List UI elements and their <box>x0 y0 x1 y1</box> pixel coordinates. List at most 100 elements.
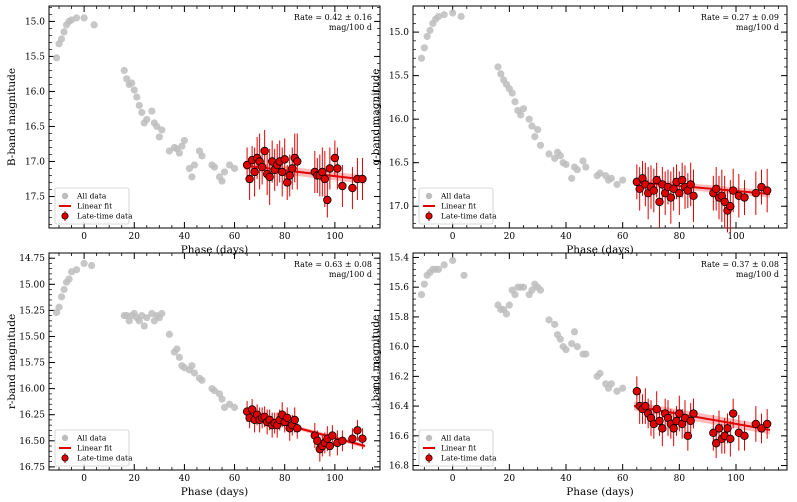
legend-late-label: Late-time data <box>441 454 497 463</box>
late-time-point <box>278 167 287 177</box>
all-data-point <box>568 340 576 348</box>
late-time-point <box>669 184 678 194</box>
all-data-point <box>190 161 199 169</box>
all-data-point <box>218 395 226 403</box>
late-time-point <box>669 424 678 433</box>
x-tick-label: 60 <box>617 232 629 242</box>
y-tick-label: 17.0 <box>25 157 45 167</box>
all-data-point <box>582 350 590 358</box>
x-tick-label: 80 <box>674 232 686 242</box>
all-data-point <box>613 387 621 395</box>
late-time-point <box>658 424 667 433</box>
rate-unit-annotation: mag/100 d <box>736 23 779 32</box>
late-time-point <box>283 413 292 423</box>
x-axis-label: Phase (days) <box>566 486 634 498</box>
y-axis-label: g-band magnitude <box>370 68 382 165</box>
all-data-point <box>60 285 68 294</box>
all-data-point <box>185 164 194 173</box>
all-data-point <box>60 28 68 36</box>
all-data-point <box>155 133 163 141</box>
all-data-point <box>130 86 138 94</box>
y-axis-label: B-band magnitude <box>6 68 18 166</box>
all-data-point <box>198 376 206 384</box>
late-time-point <box>635 184 644 194</box>
late-time-point <box>358 174 367 184</box>
y-tick-label: 16.75 <box>19 463 45 473</box>
panel-2: 0 20 40 60 80 100 15.0 15.5 16.0 16.5 17.0 Phase (d… <box>370 5 788 256</box>
legend-fit-label: Linear fit <box>77 444 112 453</box>
legend-all-data-marker <box>61 434 69 442</box>
panel-4: 0 20 40 60 80 100 15.4 15.6 15.8 16.0 16.2 16.4 16.6… <box>370 252 788 498</box>
x-tick-label: 100 <box>326 474 343 484</box>
late-time-point <box>265 172 274 182</box>
all-data-point <box>220 168 229 176</box>
all-data-point <box>457 12 465 21</box>
late-time-point <box>247 405 257 414</box>
all-data-point <box>190 369 199 377</box>
all-data-point <box>148 107 156 115</box>
all-data-point <box>175 353 183 361</box>
all-data-point <box>502 310 511 318</box>
all-data-point <box>65 275 73 283</box>
all-data-point <box>556 335 564 343</box>
all-data-point <box>140 322 148 330</box>
late-time-point <box>288 164 297 173</box>
late-time-point <box>689 191 698 200</box>
y-tick-label: 15.5 <box>389 72 409 82</box>
late-time-point <box>686 416 695 426</box>
y-tick-label: 16.5 <box>389 159 409 169</box>
y-axis-label: r-band magnitude <box>6 314 18 409</box>
all-data-point <box>534 126 542 134</box>
late-time-point <box>686 180 695 189</box>
late-time-point <box>245 174 254 184</box>
all-data-point <box>188 173 196 181</box>
all-data-point <box>188 362 196 370</box>
x-tick-label: 80 <box>674 474 686 484</box>
axes-frame <box>48 252 381 471</box>
all-data-point <box>528 122 536 130</box>
x-tick-label: 80 <box>279 232 291 242</box>
late-time-point <box>641 401 650 411</box>
y-tick-label: 15.4 <box>389 253 409 263</box>
all-data-point <box>505 301 513 309</box>
all-data-point <box>230 403 239 412</box>
y-tick-label: 16.4 <box>389 402 409 412</box>
late-time-point <box>293 424 302 433</box>
late-time-point <box>325 441 335 451</box>
all-data-point <box>551 154 559 162</box>
x-tick-label: 40 <box>179 232 191 242</box>
all-data-point <box>80 14 88 22</box>
all-data-point <box>210 163 219 171</box>
x-axis-label: Phase (days) <box>181 486 249 498</box>
x-tick-label: 0 <box>450 232 456 242</box>
all-data-point <box>218 177 226 185</box>
panel-1: 0 20 40 60 80 100 15.0 15.5 16.0 16.5 17.0 17.5 Phas… <box>6 5 381 256</box>
all-data-point <box>536 286 545 294</box>
y-tick-label: 16.50 <box>19 437 45 447</box>
all-data-point <box>607 380 615 388</box>
x-tick-label: 0 <box>81 232 87 242</box>
x-tick-label: 60 <box>229 232 241 242</box>
all-data-point <box>72 266 81 274</box>
late-time-point <box>338 436 347 445</box>
late-time-point <box>709 428 718 438</box>
late-time-point <box>285 171 294 180</box>
x-tick-label: 20 <box>129 474 141 484</box>
all-data-point <box>173 345 181 353</box>
axes-frame <box>412 5 788 229</box>
axes-frame <box>48 5 381 229</box>
late-time-point <box>353 426 362 435</box>
late-time-point <box>728 186 738 195</box>
all-data-point <box>417 54 426 62</box>
y-tick-label: 15.8 <box>389 313 409 323</box>
all-data-point <box>175 149 183 157</box>
all-data-point <box>525 115 533 123</box>
all-data-point <box>230 164 239 173</box>
late-time-point <box>242 160 252 170</box>
legend-box <box>54 187 130 225</box>
late-time-point <box>293 157 302 166</box>
all-data-point <box>440 11 448 19</box>
late-time-point <box>649 186 659 195</box>
x-tick-label: 0 <box>450 474 456 484</box>
